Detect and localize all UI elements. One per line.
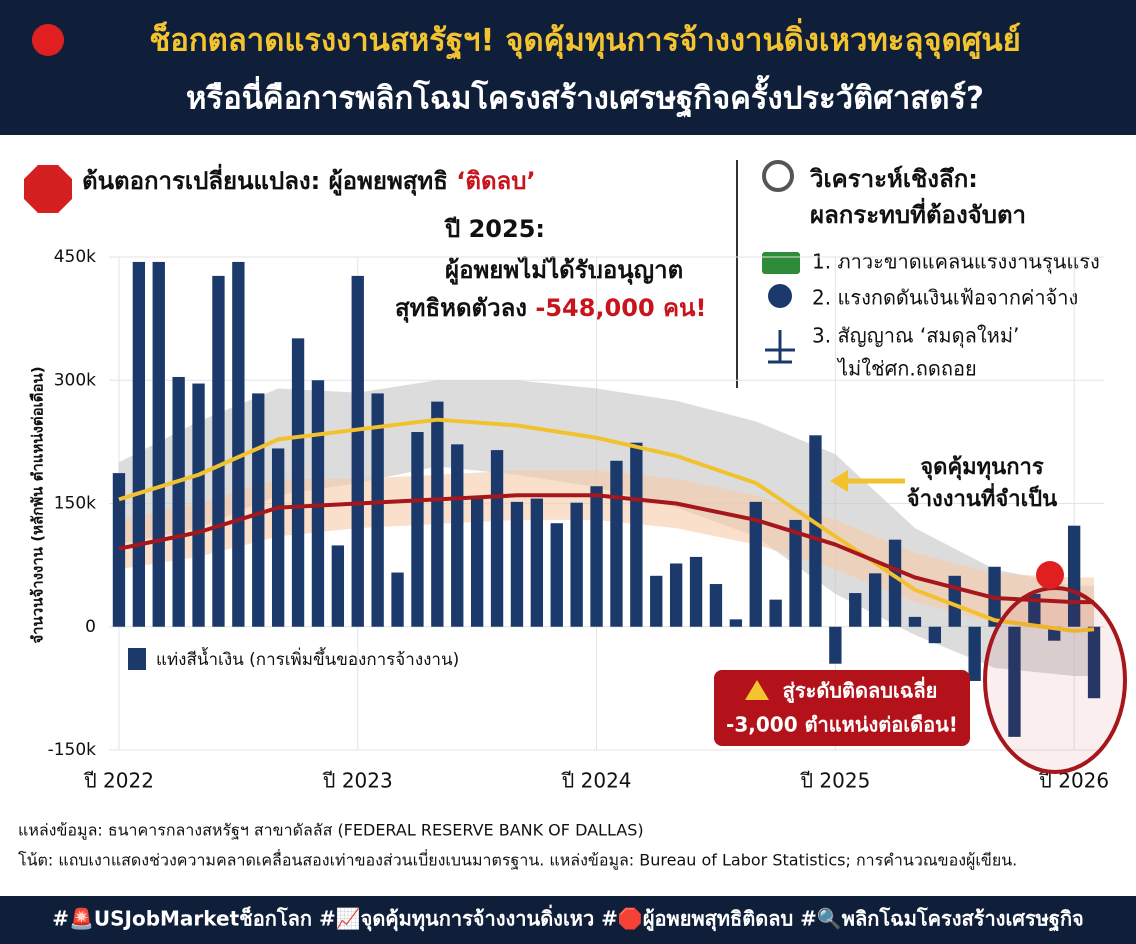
y-tick-label: -150k bbox=[48, 740, 97, 760]
alert-box bbox=[714, 670, 970, 746]
bar bbox=[172, 376, 185, 627]
bar bbox=[590, 486, 603, 627]
callout-text-part: สุทธิหดตัวลง bbox=[395, 294, 535, 324]
bar bbox=[829, 626, 842, 664]
alert-text: -3,000 ตำแหน่งต่อเดือน! bbox=[726, 713, 958, 737]
bar bbox=[888, 539, 902, 627]
bar bbox=[331, 545, 345, 627]
x-tick-label: ปี 2025 bbox=[800, 769, 870, 793]
panel-item: 3. สัญญาณ ‘สมดุลใหม่’ bbox=[812, 324, 1019, 349]
bar bbox=[112, 473, 126, 627]
callout-year: ปี 2025: bbox=[444, 215, 545, 243]
alert-ring bbox=[983, 586, 1127, 774]
x-tick-label: ปี 2022 bbox=[84, 769, 154, 793]
section-title-text: ต้นตอการเปลี่ยนแปลง: ผู้อพยพสุทธิ bbox=[82, 163, 456, 197]
bar bbox=[769, 599, 782, 627]
title-line: หรือนี่คือการพลิกโฉมโครงสร้างเศรษฐกิจครั… bbox=[186, 75, 984, 119]
bar bbox=[610, 460, 623, 627]
trend-line bbox=[118, 493, 1095, 605]
panel-title: วิเคราะห์เชิงลึก: bbox=[809, 165, 977, 193]
bar bbox=[630, 442, 643, 627]
source-note: แหล่งข้อมูล: ธนาคารกลางสหรัฐฯ สาขาดัลลัส… bbox=[18, 821, 644, 841]
callout-text: ผู้อพยพไม่ได้รับอนุญาต bbox=[445, 255, 683, 286]
bar bbox=[570, 502, 583, 627]
trend-line bbox=[118, 417, 1095, 633]
panel-item: 1. ภาวะขาดแคลนแรงงานรุนแรง bbox=[812, 250, 1100, 275]
legend-label: แท่งสีน้ำเงิน (การเพิ่มขึ้นของการจ้างงาน… bbox=[156, 647, 459, 670]
bar bbox=[928, 626, 942, 644]
bar bbox=[311, 380, 325, 627]
bar bbox=[530, 498, 544, 627]
bar bbox=[809, 435, 822, 627]
bar bbox=[152, 261, 165, 627]
section-title-highlight: ‘ติดลบ’ bbox=[456, 167, 535, 195]
annotation-breakeven: จุดคุ้มทุนการ bbox=[920, 455, 1044, 481]
x-tick-label: ปี 2024 bbox=[561, 769, 631, 793]
bar bbox=[849, 593, 862, 627]
siren-icon bbox=[32, 24, 64, 56]
y-tick-label: 300k bbox=[54, 370, 96, 390]
bar bbox=[451, 444, 464, 627]
source-note: โน้ต: แถบเงาแสดงช่วงความคลาดเคลื่อนสองเท… bbox=[18, 849, 1017, 871]
bar bbox=[271, 448, 285, 627]
worker-icon bbox=[768, 284, 792, 308]
bar bbox=[252, 393, 265, 627]
warning-icon bbox=[745, 680, 769, 700]
bar bbox=[689, 556, 703, 627]
bar bbox=[908, 616, 922, 627]
bar bbox=[550, 523, 563, 627]
bar bbox=[709, 584, 723, 627]
bar bbox=[411, 432, 424, 627]
bar bbox=[351, 275, 364, 627]
panel-item: ไม่ใช่ศก.ถดถอย bbox=[836, 357, 977, 381]
stop-icon bbox=[24, 165, 72, 213]
bar bbox=[391, 572, 404, 627]
annotation-breakeven: จ้างงานที่จำเป็น bbox=[907, 482, 1057, 512]
alert-text: สู่ระดับติดลบเฉลี่ย bbox=[783, 676, 938, 705]
title-line: ช็อกตลาดแรงงานสหรัฐฯ! จุดคุ้มทุนการจ้างง… bbox=[149, 18, 1021, 61]
magnifier-icon bbox=[762, 160, 794, 192]
section-title: ต้นตอการเปลี่ยนแปลง: ผู้อพยพสุทธิ ‘ติดลบ… bbox=[82, 163, 536, 197]
y-tick-label: 150k bbox=[54, 494, 96, 514]
bar bbox=[749, 501, 762, 627]
bar bbox=[291, 338, 305, 627]
bar bbox=[650, 575, 663, 627]
hashtags: #🚨USJobMarketช็อกโลก #📈จุดคุ้มทุนการจ้าง… bbox=[52, 904, 1084, 933]
callout-highlight: -548,000 คน! bbox=[535, 294, 706, 322]
bar bbox=[470, 496, 484, 627]
callout-text: สุทธิหดตัวลง -548,000 คน! bbox=[395, 294, 706, 324]
bar bbox=[1008, 626, 1021, 737]
bar bbox=[789, 519, 802, 627]
bar bbox=[1087, 626, 1101, 699]
bar bbox=[132, 261, 146, 627]
header-bar bbox=[0, 0, 1136, 135]
bar bbox=[212, 275, 225, 627]
footer-bar bbox=[0, 896, 1136, 944]
bar bbox=[968, 626, 981, 681]
y-axis-label: จำนวนจ้างงาน (หลักพัน ตำแหน่งต่อเดือน) bbox=[29, 366, 47, 643]
bar bbox=[868, 573, 882, 627]
y-tick-label: 450k bbox=[54, 247, 96, 267]
y-tick-label: 0 bbox=[85, 617, 96, 637]
panel-title: ผลกระทบที่ต้องจับตา bbox=[810, 197, 1026, 229]
x-tick-label: ปี 2023 bbox=[323, 769, 393, 793]
bar bbox=[431, 401, 444, 627]
alert-siren bbox=[1036, 561, 1064, 589]
bar bbox=[192, 383, 205, 627]
annotation-arrowhead bbox=[830, 470, 848, 492]
panel-item: 2. แรงกดดันเงินเฟ้อจากค่าจ้าง bbox=[812, 286, 1078, 310]
bar bbox=[729, 619, 743, 627]
legend-swatch bbox=[128, 648, 146, 670]
bar bbox=[510, 501, 524, 627]
bar bbox=[490, 450, 504, 627]
money-icon bbox=[762, 252, 800, 274]
bar bbox=[669, 563, 683, 627]
bar bbox=[232, 261, 245, 627]
bar bbox=[371, 393, 384, 627]
scale-icon bbox=[765, 330, 795, 364]
chart: -150k 0 150k 300k 450k ปี 2022 ปี 2023 ปี 2024 ป… bbox=[29, 247, 1127, 793]
